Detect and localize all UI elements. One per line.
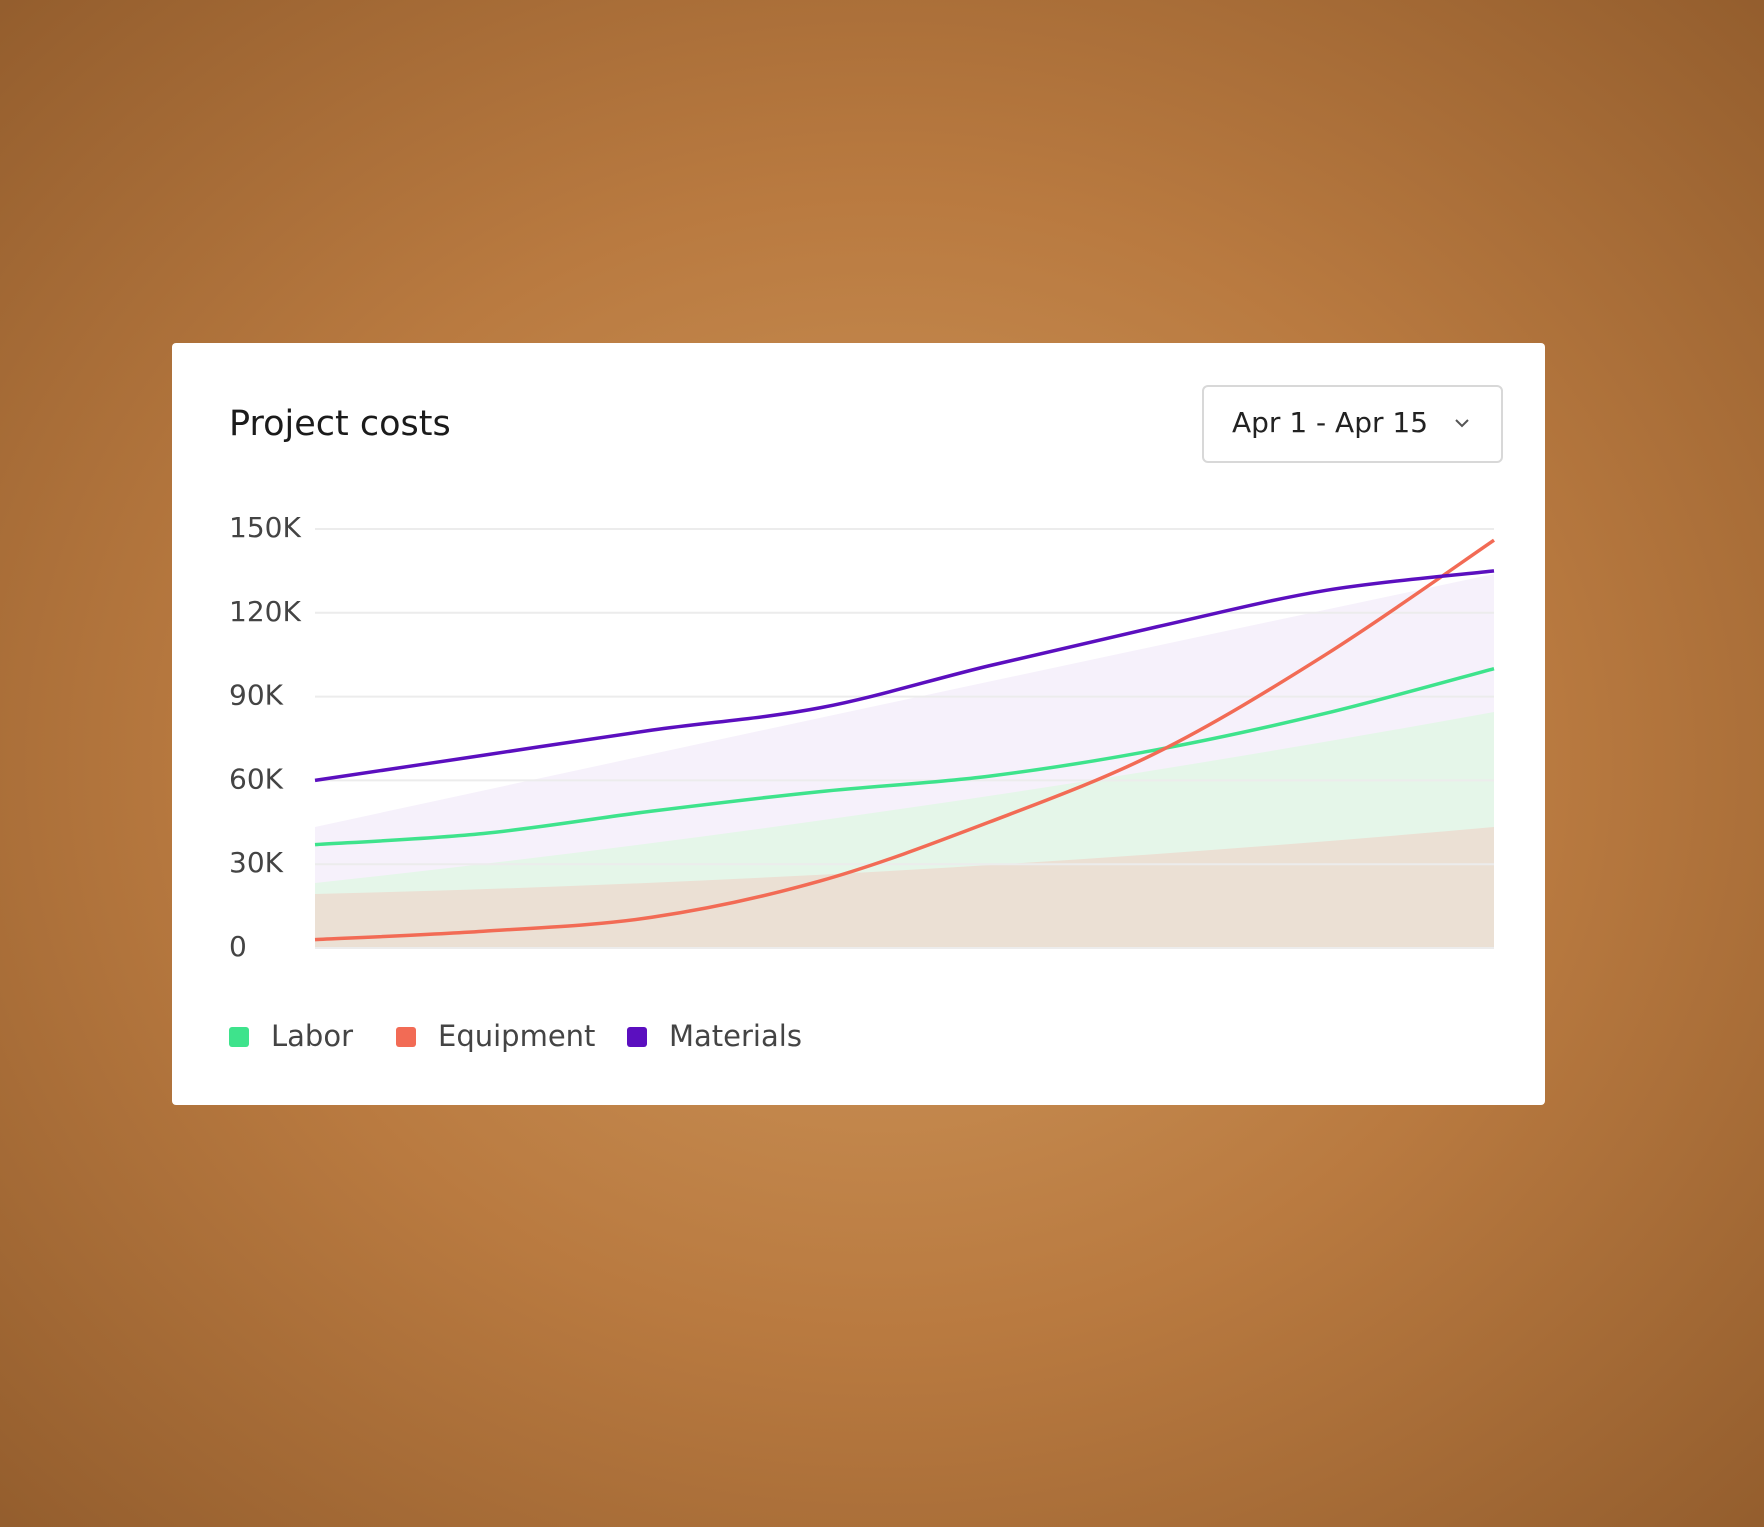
y-tick-label: 30K (229, 846, 284, 879)
date-dropdown[interactable]: Apr 1 - Apr 15 (1202, 385, 1503, 463)
series-line (314, 666, 1495, 847)
legend-swatch (229, 1027, 249, 1047)
y-tick-label: 60K (229, 762, 284, 795)
series-line (314, 538, 1495, 942)
band (315, 827, 1494, 948)
y-tick-label: 90K (229, 679, 284, 712)
legend-swatch (396, 1027, 416, 1047)
legend-item: Labor (229, 1019, 353, 1053)
y-tick-label: 0 (229, 930, 247, 963)
decorative-bands (315, 574, 1494, 948)
legend-item: Materials (627, 1019, 802, 1053)
y-tick-label: 150K (229, 511, 301, 544)
legend-swatch (627, 1027, 647, 1047)
chart-title: Project costs (229, 404, 451, 444)
chevron (1455, 419, 1469, 428)
series-line (314, 569, 1495, 783)
dropdown-box[interactable] (1202, 385, 1503, 463)
dropdown-label[interactable]: Apr 1 - Apr 15 (1232, 406, 1428, 439)
legend-item: Equipment (396, 1019, 595, 1053)
legend-label: Labor (271, 1019, 353, 1053)
legend-label: Materials (669, 1019, 802, 1053)
y-tick-label: 120K (229, 595, 301, 628)
legend-label: Equipment (438, 1019, 595, 1053)
